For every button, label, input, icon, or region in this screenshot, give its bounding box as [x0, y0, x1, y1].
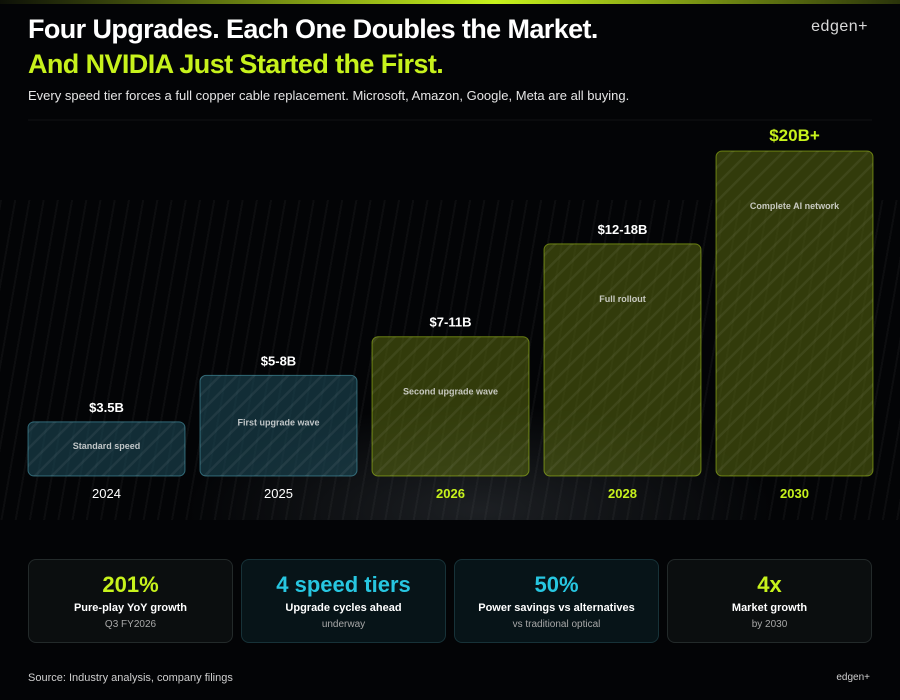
footer-brand: edgen+	[836, 672, 870, 683]
bar-hatch-2024	[28, 421, 185, 476]
bar-note-2024: Standard speed	[73, 441, 141, 451]
stats-row: 201% Pure-play YoY growth Q3 FY2026 4 sp…	[28, 559, 872, 643]
top-accent-line	[0, 0, 900, 4]
stat-label: Pure-play YoY growth	[73, 602, 188, 614]
bar-note-2030: Complete AI network	[750, 201, 840, 211]
market-bar-chart: $3.5B Standard speed 2024 $5-8B First upgrad…	[27, 119, 874, 501]
bar-note-2026: Second upgrade wave	[403, 387, 498, 397]
x-tick-2030: 2030	[780, 486, 809, 501]
stat-value: 50%	[534, 572, 579, 597]
stat-sub: underway	[321, 619, 366, 630]
bar-hatch-2030	[716, 150, 873, 476]
title-line-1: Four Upgrades. Each One Doubles the Mark…	[28, 14, 598, 44]
stat-label: Market growth	[731, 602, 808, 614]
stat-label: Upgrade cycles ahead	[285, 602, 402, 614]
stat-value: 4 speed tiers	[276, 572, 411, 597]
x-tick-2028: 2028	[608, 486, 637, 501]
stat-sub: vs traditional optical	[512, 619, 601, 630]
source-note: Source: Industry analysis, company filin…	[28, 672, 233, 684]
bar-hatch-2028	[544, 243, 701, 476]
value-label-2025: $5-8B	[261, 353, 296, 368]
stat-sub: by 2030	[751, 619, 788, 630]
bar-note-2028: Full rollout	[599, 294, 646, 304]
bar-hatch-2025	[200, 375, 357, 476]
value-label-2028: $12-18B	[598, 222, 648, 237]
title-line-2: And NVIDIA Just Started the First.	[28, 49, 444, 79]
stat-label: Power savings vs alternatives	[478, 602, 635, 614]
stat-value: 4x	[757, 572, 782, 597]
x-tick-2025: 2025	[264, 486, 293, 501]
brand-logo: edgen+	[811, 18, 868, 35]
value-label-2024: $3.5B	[89, 400, 124, 415]
x-tick-2026: 2026	[436, 486, 465, 501]
stat-sub: Q3 FY2026	[104, 619, 157, 630]
bar-hatch-2026	[372, 336, 529, 476]
subtitle: Every speed tier forces a full copper ca…	[28, 88, 630, 103]
value-label-2026: $7-11B	[430, 315, 472, 330]
stat-card-power-savings: 50% Power savings vs alternatives vs tra…	[454, 559, 659, 643]
stat-card-market-growth: 4x Market growth by 2030	[667, 559, 872, 643]
bar-note-2025: First upgrade wave	[237, 418, 319, 428]
value-label-2030: $20B+	[769, 126, 820, 145]
stat-value: 201%	[102, 572, 159, 597]
stat-card-speed-tiers: 4 speed tiers Upgrade cycles ahead under…	[241, 559, 446, 643]
x-tick-2024: 2024	[92, 486, 121, 501]
stat-card-yoy-growth: 201% Pure-play YoY growth Q3 FY2026	[28, 559, 233, 643]
